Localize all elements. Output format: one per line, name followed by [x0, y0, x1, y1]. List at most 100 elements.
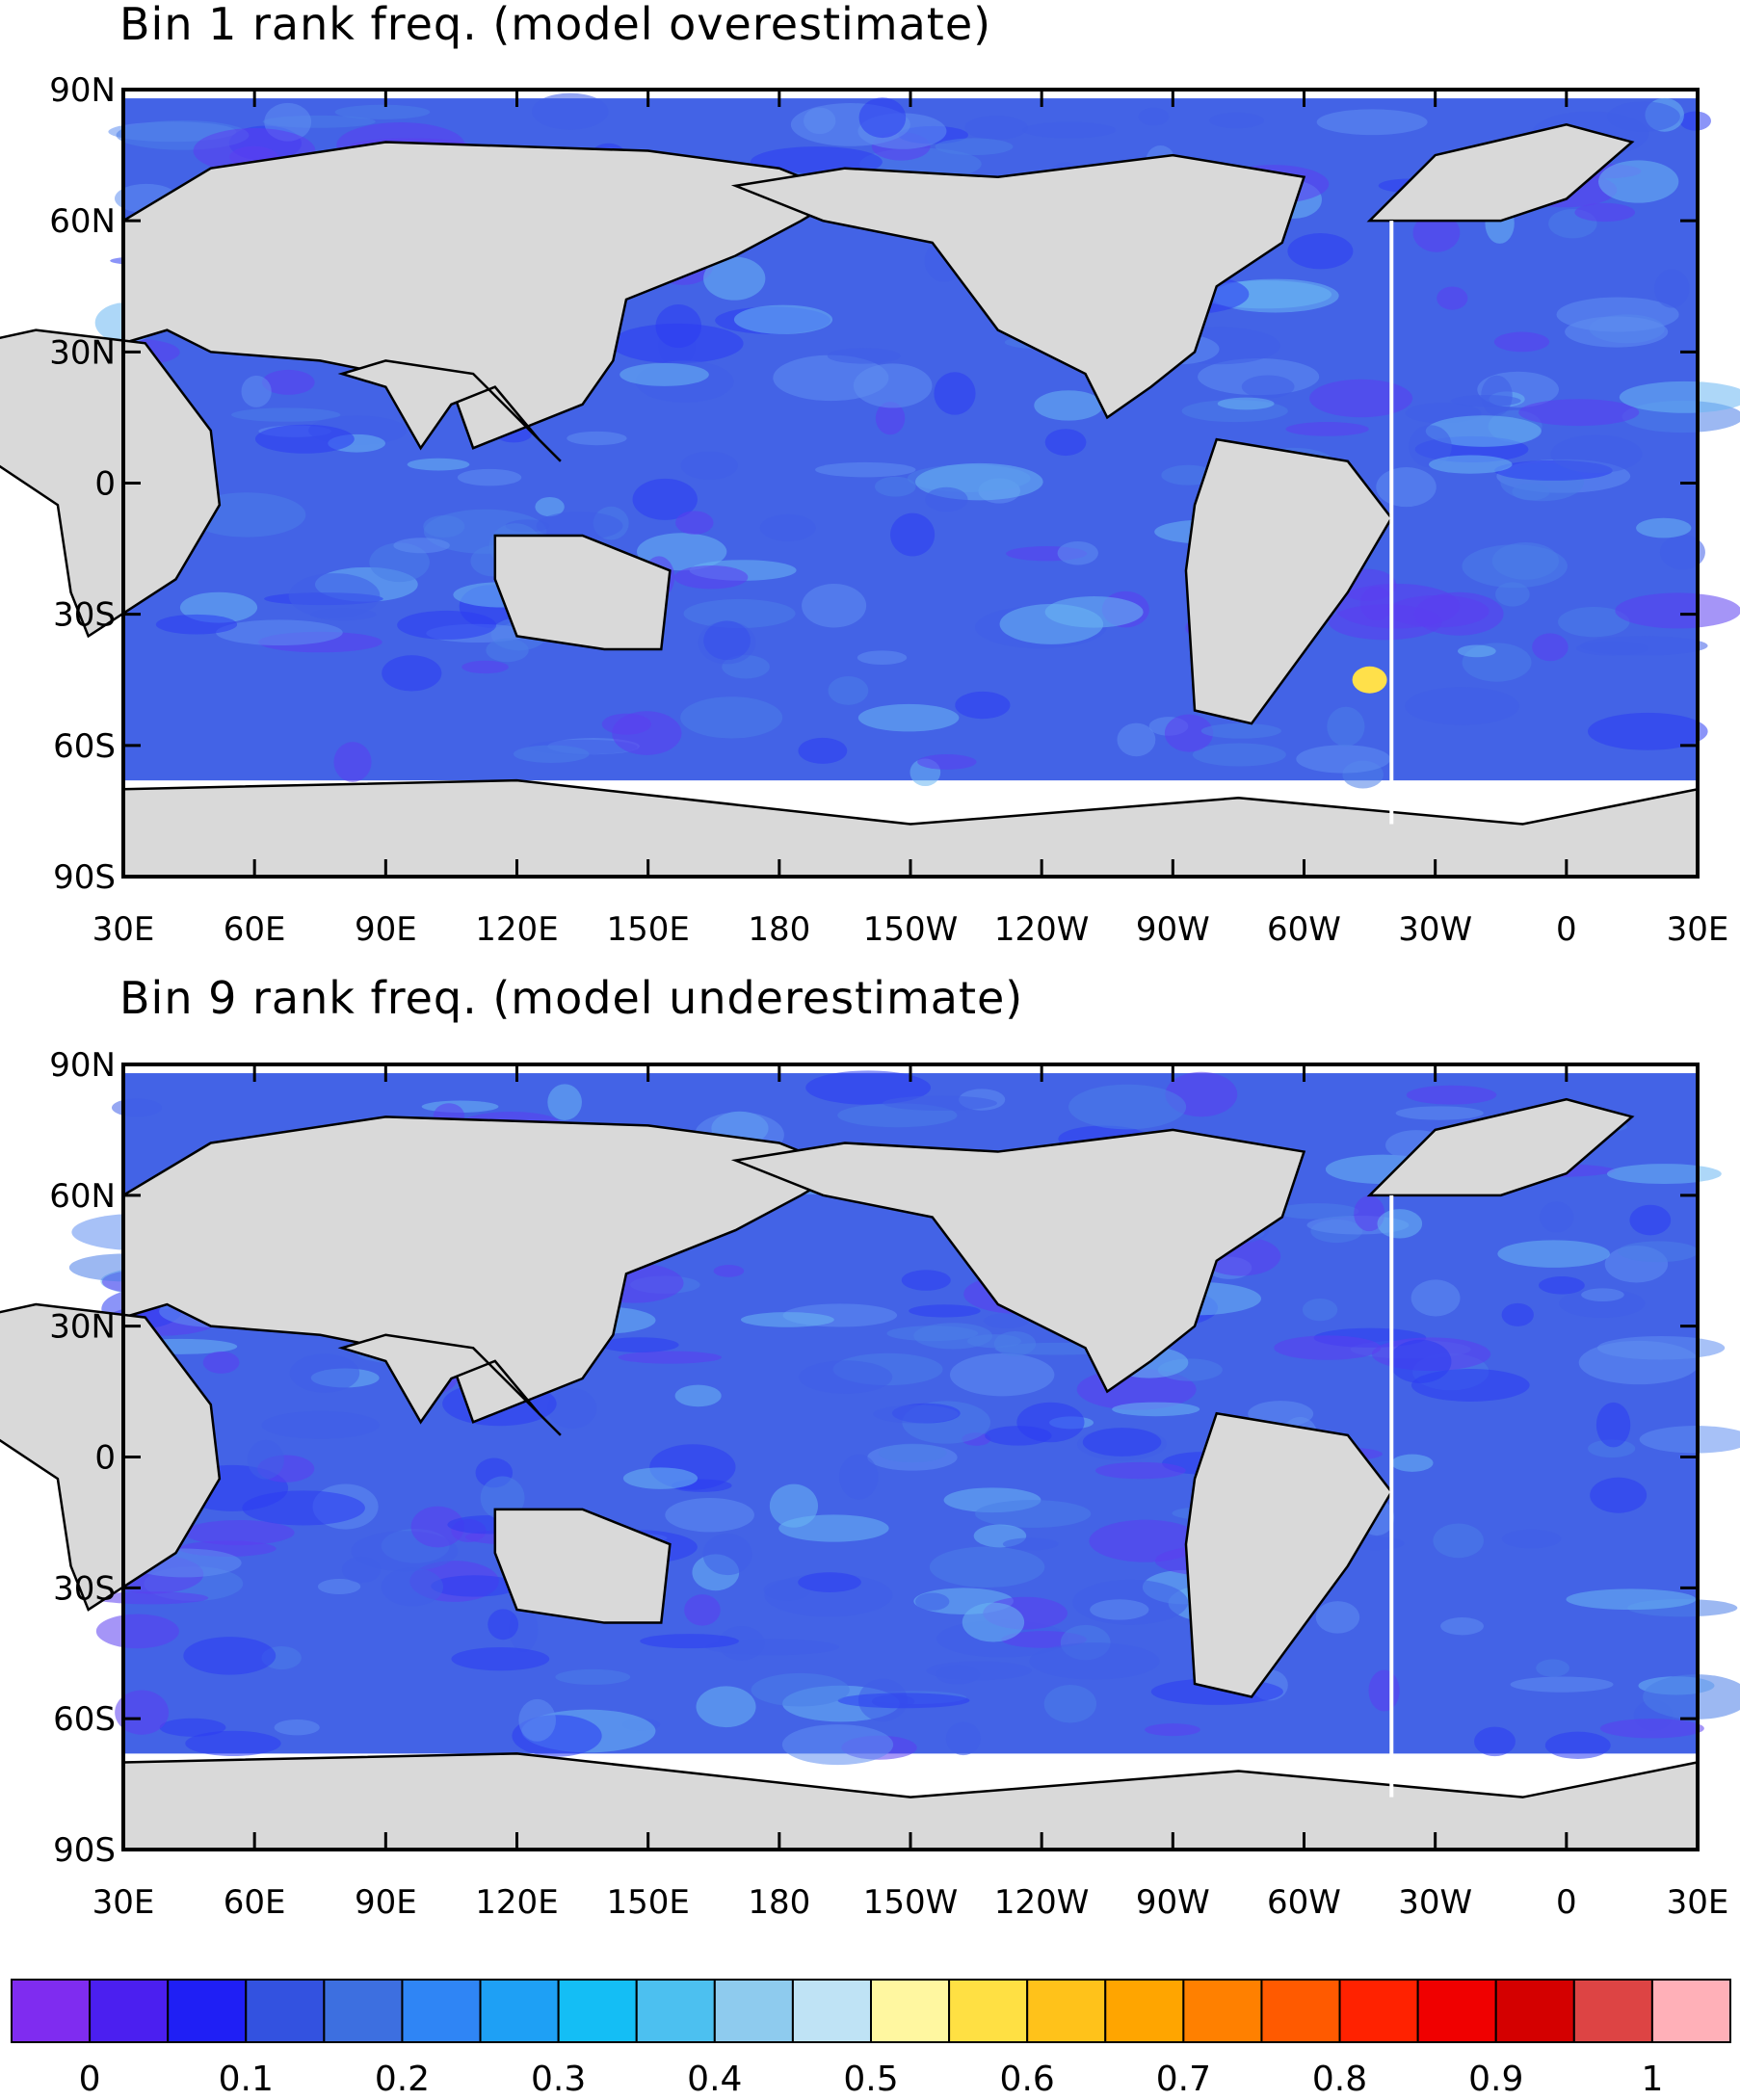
- field-patch: [1659, 535, 1705, 570]
- field-patch: [718, 1625, 765, 1661]
- colorbar-label: 0.7: [1156, 2060, 1211, 2099]
- lat-label: 0: [94, 1439, 116, 1478]
- field-patch: [759, 513, 816, 541]
- field-patch: [555, 1668, 631, 1685]
- field-patch: [878, 1443, 947, 1463]
- lon-label: 150W: [863, 1883, 959, 1922]
- colorbar-box: [1416, 1979, 1497, 2043]
- field-patch: [1501, 1302, 1534, 1326]
- field-patch: [451, 1647, 550, 1671]
- lat-label: 90S: [53, 1831, 116, 1870]
- field-patch: [1029, 1642, 1160, 1680]
- field-patch: [773, 354, 889, 402]
- field-patch: [1495, 582, 1530, 607]
- field-patch: [1082, 1428, 1162, 1457]
- field-patch: [622, 1467, 699, 1489]
- field-patch: [115, 1690, 170, 1735]
- field-patch: [696, 1686, 756, 1728]
- field-patch: [1550, 434, 1643, 474]
- lat-label: 60N: [49, 202, 116, 241]
- land-mass: [493, 1508, 672, 1624]
- colorbar-box: [245, 1979, 326, 2043]
- field-patch: [858, 97, 907, 139]
- lon-label: 60W: [1267, 1883, 1341, 1922]
- field-patch: [740, 1312, 834, 1327]
- colorbar-label: 0: [79, 2060, 101, 2099]
- field-patch: [684, 1594, 721, 1626]
- lat-label: 30N: [49, 1308, 116, 1347]
- lon-label: 60W: [1267, 910, 1341, 949]
- lat-label: 60S: [53, 1700, 116, 1739]
- field-patch: [1588, 1439, 1636, 1458]
- field-patch: [95, 1614, 179, 1649]
- field-patch: [702, 1533, 752, 1576]
- field-patch: [535, 497, 565, 517]
- field-patch: [1558, 606, 1630, 638]
- field-patch: [1474, 1726, 1516, 1757]
- colorbar-box: [870, 1979, 951, 2043]
- field-patch: [1138, 107, 1170, 126]
- field-patch: [397, 610, 497, 640]
- field-patch: [1090, 1599, 1149, 1620]
- field-patch: [407, 458, 470, 471]
- field-patch: [1580, 636, 1708, 656]
- lon-label: 30E: [1667, 910, 1729, 949]
- field-patch: [1566, 1588, 1697, 1611]
- hotspot: [1352, 666, 1387, 694]
- field-patch: [241, 375, 272, 407]
- field-patch: [461, 660, 509, 674]
- colorbar-box: [11, 1979, 92, 2043]
- colorbar-box: [479, 1979, 560, 2043]
- field-patch: [1539, 1276, 1585, 1295]
- field-patch: [1518, 399, 1640, 427]
- field-patch: [431, 1575, 519, 1597]
- lat-label: 30N: [49, 333, 116, 372]
- field-patch: [183, 1519, 295, 1546]
- map-panel-bin1: 90N 60N 30N 0 30S 60S 90S 30E 60E 90E 120E 150E 180 1…: [0, 71, 1740, 949]
- colorbar-box: [1026, 1979, 1107, 2043]
- field-patch: [1679, 111, 1711, 131]
- land-mass: [337, 1333, 562, 1436]
- field-patch: [274, 1719, 320, 1736]
- field-patch: [531, 92, 609, 130]
- field-patch: [778, 1514, 889, 1542]
- field-patch: [1510, 1676, 1614, 1693]
- field-patch: [983, 1313, 1030, 1328]
- field-patch: [1598, 160, 1679, 203]
- field-patch: [486, 638, 529, 663]
- lon-label: 30E: [92, 910, 155, 949]
- field-patch: [1532, 633, 1569, 662]
- field-patch: [216, 619, 343, 645]
- field-patch: [1095, 1461, 1186, 1480]
- field-patch: [341, 1556, 382, 1584]
- field-patch: [1405, 687, 1519, 725]
- lat-label: 60S: [53, 727, 116, 766]
- field-patch: [955, 691, 1011, 720]
- field-patch: [1002, 1537, 1059, 1551]
- field-patch: [1619, 381, 1740, 413]
- field-patch: [1565, 316, 1669, 348]
- land-mass: [1184, 1411, 1393, 1698]
- field-patch: [1395, 1106, 1484, 1120]
- lat-label: 0: [94, 465, 116, 504]
- field-patch: [242, 1490, 365, 1526]
- field-patch: [1639, 1426, 1740, 1454]
- field-patch: [1409, 425, 1452, 468]
- field-patch: [875, 401, 906, 435]
- field-patch: [925, 486, 968, 512]
- field-patch: [1034, 390, 1103, 421]
- field-patch: [1590, 1477, 1648, 1513]
- field-patch: [798, 737, 848, 764]
- land-mass: [0, 1302, 222, 1612]
- field-patch: [1275, 1203, 1359, 1220]
- colorbar-label: 0.5: [843, 2060, 898, 2099]
- lon-label: 90E: [355, 910, 417, 949]
- colorbar-box: [323, 1979, 404, 2043]
- colorbar-box: [1104, 1979, 1185, 2043]
- land-mass: [1184, 437, 1393, 725]
- field-patch: [381, 1567, 444, 1607]
- field-patch: [547, 1387, 597, 1430]
- colorbar-box: [1650, 1979, 1731, 2043]
- field-patch: [410, 1506, 465, 1548]
